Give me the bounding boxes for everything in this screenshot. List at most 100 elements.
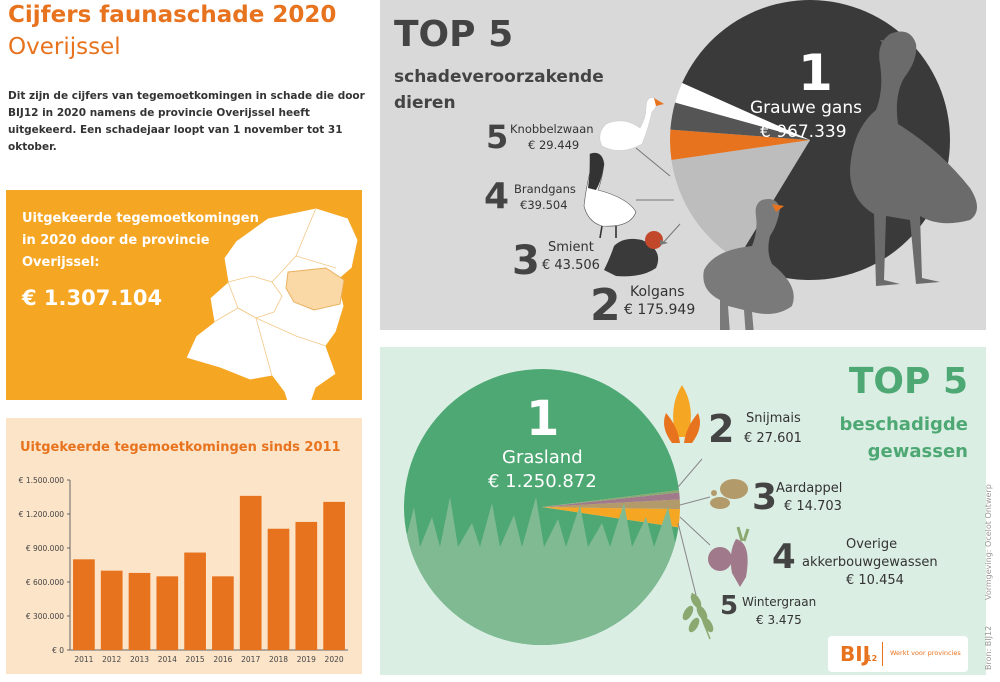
smient-icon (604, 231, 668, 277)
pointer-line (679, 496, 711, 506)
y-tick-label: € 1.500.000 (19, 476, 65, 485)
crop-value-3: € 14.703 (784, 499, 842, 514)
pointer-line (661, 223, 681, 245)
bar (323, 501, 345, 650)
bar (267, 528, 290, 650)
page-title: Cijfers faunaschade 2020 (8, 2, 337, 28)
bar-chart-title: Uitgekeerde tegemoetkomingen sinds 2011 (20, 440, 341, 455)
animal-value-3: € 43.506 (542, 258, 600, 273)
x-tick-label: 2013 (130, 655, 149, 664)
province-label: Uitgekeerde tegemoetkomingen in 2020 doo… (22, 211, 259, 270)
animals-subtitle-line2: dieren (394, 93, 456, 113)
animal-rank-4: 4 (484, 176, 510, 217)
crop-name-2: Snijmais (746, 411, 801, 426)
crops-panel: TOP 5 beschadigde gewassen 1 Grasland € … (380, 347, 986, 675)
animal-name-4: Brandgans (514, 182, 576, 196)
page-region: Overijssel (8, 34, 121, 60)
pointer-line (677, 522, 697, 596)
crop-slice-5 (542, 490, 680, 507)
logo-tagline: Werkt voor provincies (890, 649, 961, 657)
crop-value-4: € 10.454 (846, 573, 904, 588)
animal-name-1: Grauwe gans (750, 98, 862, 118)
province-amount: € 1.307.104 (22, 286, 163, 310)
x-tick-label: 2016 (213, 655, 232, 664)
corn-icon (664, 385, 700, 443)
crop-name-4-line1: Overige (846, 537, 898, 552)
credit: Bron: BIJ12 Vormgeving: Ocelot Ontwerp (982, 470, 998, 670)
crop-rank-4: 4 (772, 537, 796, 577)
animal-slice-3 (670, 129, 810, 161)
pointer-line (677, 458, 703, 488)
crop-name-4-line2: akkerbouwgewassen (802, 555, 938, 570)
bar (239, 495, 262, 650)
animal-rank-1: 1 (798, 44, 833, 102)
bar (212, 576, 234, 650)
animal-slice-5 (675, 83, 810, 140)
intro-text: Dit zijn de cijfers van tegemoetkomingen… (8, 90, 365, 153)
bar (184, 552, 206, 650)
animals-pie-chart (583, 0, 977, 330)
pointer-line (679, 516, 711, 546)
x-tick-label: 2012 (102, 655, 121, 664)
y-tick-label: € 0 (52, 646, 64, 655)
bar-chart: € 0 € 300.000 € 600.000 € 900.000 € 1.200.00… (19, 476, 348, 664)
potato-icon (710, 479, 748, 509)
animal-name-3: Smient (548, 240, 594, 255)
y-tick-label: € 1.200.000 (19, 510, 65, 519)
crop-name-5: Wintergraan (742, 595, 817, 609)
x-tick-label: 2017 (241, 655, 260, 664)
crops-subtitle-line2: gewassen (867, 441, 968, 462)
vegetables-icon (708, 526, 750, 587)
credit-design: Vormgeving: Ocelot Ontwerp (984, 484, 993, 600)
animal-name-5: Knobbelzwaan (510, 122, 594, 136)
grauwe-gans-icon (850, 31, 977, 286)
brandgans-icon (583, 152, 637, 239)
animal-name-2: Kolgans (630, 284, 685, 300)
animals-panel: TOP 5 schadeveroorzakende dieren (380, 0, 986, 330)
crop-rank-2: 2 (708, 407, 735, 451)
knobbelzwaan-icon (599, 97, 664, 151)
logo-divider (882, 642, 883, 666)
x-tick-label: 2015 (186, 655, 205, 664)
animal-rank-5: 5 (486, 118, 509, 156)
y-tick-label: € 300.000 (26, 612, 64, 621)
pointer-line (635, 147, 671, 177)
netherlands-map-icon (185, 207, 359, 400)
x-tick-label: 2011 (74, 655, 93, 664)
y-tick-label: € 600.000 (26, 578, 64, 587)
crop-slice-3 (542, 499, 680, 510)
crop-value-2: € 27.601 (744, 431, 802, 446)
animal-value-5: € 29.449 (528, 138, 580, 152)
crop-name-3: Aardappel (776, 481, 843, 496)
bar (156, 576, 179, 650)
animal-slice-2 (671, 140, 810, 260)
animals-subtitle-line1: schadeveroorzakende (394, 67, 604, 87)
credit-source: Bron: BIJ12 (984, 625, 993, 670)
animals-subtitle: schadeveroorzakende dieren (394, 64, 604, 116)
kolgans-icon (703, 199, 794, 330)
logo-sub: 12 (866, 654, 878, 663)
animal-rank-3: 3 (512, 238, 540, 284)
x-tick-label: 2018 (269, 655, 288, 664)
animal-value-2: € 175.949 (624, 302, 696, 318)
crop-slice-4 (542, 492, 680, 507)
crop-value-1: € 1.250.872 (488, 471, 597, 492)
bar (100, 570, 123, 650)
animal-rank-2: 2 (590, 280, 621, 330)
y-tick-label: € 900.000 (26, 544, 64, 553)
wheat-icon (682, 592, 714, 640)
crops-pie-chart (404, 369, 750, 646)
crops-subtitle-line1: beschadigde (839, 414, 968, 435)
x-tick-label: 2014 (158, 655, 177, 664)
x-tick-label: 2020 (325, 655, 344, 664)
animal-slice-4 (670, 102, 810, 140)
crop-rank-1: 1 (526, 391, 560, 447)
crops-subtitle: beschadigde gewassen (840, 411, 968, 465)
bar (128, 572, 151, 650)
crop-rank-3: 3 (752, 477, 778, 518)
x-tick-label: 2019 (297, 655, 316, 664)
animal-value-1: € 967.339 (760, 122, 847, 142)
logo-text: BIJ (840, 642, 871, 666)
bar-chart-panel: Uitgekeerde tegemoetkomingen sinds 2011 … (6, 418, 362, 674)
overijssel-highlight (285, 267, 345, 311)
